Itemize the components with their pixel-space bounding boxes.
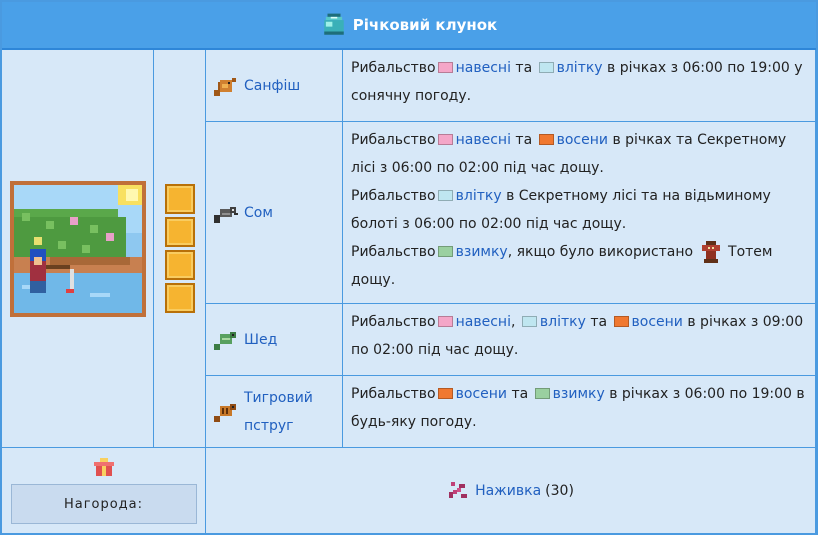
- description-text: Рибальство: [351, 386, 436, 402]
- description-line: Рибальство навесні, влітку та восени в рі…: [351, 308, 805, 364]
- desc-cell-tiger-trout: Рибальство восени та взимку в річках з 06…: [343, 376, 816, 448]
- fall-icon: [613, 316, 629, 327]
- summer-icon: [538, 62, 554, 73]
- season-link[interactable]: влітку: [455, 188, 502, 204]
- desc-cell-shad: Рибальство навесні, влітку та восени в рі…: [343, 304, 816, 376]
- season-link[interactable]: восени: [556, 132, 608, 148]
- rain-totem-icon: [701, 241, 720, 263]
- reward-quantity: (30): [545, 483, 574, 499]
- summer-icon: [521, 316, 537, 327]
- description-text: ,: [510, 314, 520, 330]
- description-line: Рибальство влітку в Секретному лісі та на…: [351, 182, 805, 238]
- spring-icon: [437, 62, 453, 73]
- description-text: в річках та Секретному лісі з 06:00 по 0…: [351, 132, 787, 176]
- reward-item-link[interactable]: Наживка: [475, 483, 542, 499]
- description-line: Рибальство взимку, якщо було використано …: [351, 238, 805, 294]
- fishing-scene-image: [9, 180, 146, 317]
- season-link[interactable]: влітку: [556, 60, 603, 76]
- description-text: в Секретному лісі та на відьминому болот…: [351, 188, 771, 232]
- fish-link-catfish[interactable]: Сом: [244, 204, 273, 221]
- item-slot[interactable]: [164, 283, 195, 313]
- season-link[interactable]: взимку: [455, 244, 508, 260]
- sunfish-icon: [214, 77, 236, 96]
- catfish-icon: [214, 206, 238, 223]
- description-text: Рибальство: [351, 132, 436, 148]
- tiger-trout-icon: [214, 403, 236, 422]
- season-link[interactable]: влітку: [539, 314, 586, 330]
- season-link[interactable]: навесні: [455, 132, 511, 148]
- description-text: та: [510, 60, 537, 76]
- item-slot[interactable]: [164, 217, 195, 247]
- bait-icon: [449, 482, 468, 498]
- bundle-picture-cell: [2, 50, 154, 448]
- fish-link-tiger-trout[interactable]: Тигровий пструг: [244, 389, 313, 434]
- description-text: та: [585, 314, 612, 330]
- desc-cell-catfish: Рибальство навесні та восени в річках та …: [343, 122, 816, 304]
- winter-icon: [437, 246, 453, 257]
- shad-icon: [214, 331, 236, 350]
- season-link[interactable]: навесні: [455, 314, 511, 330]
- spring-icon: [437, 134, 453, 145]
- reward-label-cell: Нагорода:: [2, 448, 206, 535]
- description-text: Рибальство: [351, 314, 436, 330]
- description-text: Рибальство: [351, 60, 436, 76]
- reward-item-cell: Наживка (30): [206, 448, 816, 535]
- bundle-title: Річковий клунок: [352, 16, 498, 34]
- description-text: в річках з 06:00 по 19:00 у сонячну пого…: [351, 60, 803, 104]
- item-slot[interactable]: [164, 184, 195, 214]
- winter-icon: [534, 388, 550, 399]
- item-slots-column: [154, 50, 206, 448]
- fish-cell-sunfish: Санфіш: [206, 50, 343, 122]
- fish-cell-tiger-trout: Тигровий пструг: [206, 376, 343, 448]
- season-link[interactable]: восени: [455, 386, 508, 402]
- fish-link-sunfish[interactable]: Санфіш: [244, 77, 301, 94]
- river-bundle-icon: [324, 13, 344, 35]
- description-text: в річках з 06:00 по 19:00 в будь-яку пог…: [351, 386, 805, 430]
- fall-icon: [538, 134, 554, 145]
- description-line: Рибальство восени та взимку в річках з 06…: [351, 380, 805, 436]
- description-text: Тотем дощу.: [351, 244, 773, 288]
- description-text: та: [510, 132, 537, 148]
- season-link[interactable]: взимку: [552, 386, 605, 402]
- season-link[interactable]: восени: [631, 314, 683, 330]
- fish-cell-shad: Шед: [206, 304, 343, 376]
- fish-link-shad[interactable]: Шед: [244, 331, 278, 348]
- fish-cell-catfish: Сом: [206, 122, 343, 304]
- desc-cell-sunfish: Рибальство навесні та влітку в річках з 0…: [343, 50, 816, 122]
- description-line: Рибальство навесні та восени в річках та …: [351, 126, 805, 182]
- fall-icon: [437, 388, 453, 399]
- season-link[interactable]: навесні: [455, 60, 511, 76]
- description-line: Рибальство навесні та влітку в річках з 0…: [351, 54, 805, 110]
- description-text: , якщо було використано: [507, 244, 698, 260]
- reward-label: Нагорода:: [10, 484, 197, 524]
- item-slot[interactable]: [164, 250, 195, 280]
- description-text: та: [507, 386, 533, 402]
- bundle-header: Річковий клунок: [2, 2, 816, 50]
- summer-icon: [437, 190, 453, 201]
- spring-icon: [437, 316, 453, 327]
- description-text: Рибальство: [351, 188, 436, 204]
- description-text: Рибальство: [351, 244, 436, 260]
- gift-icon: [93, 458, 114, 476]
- description-text: в річках з 09:00 по 02:00 під час дощу.: [351, 314, 804, 358]
